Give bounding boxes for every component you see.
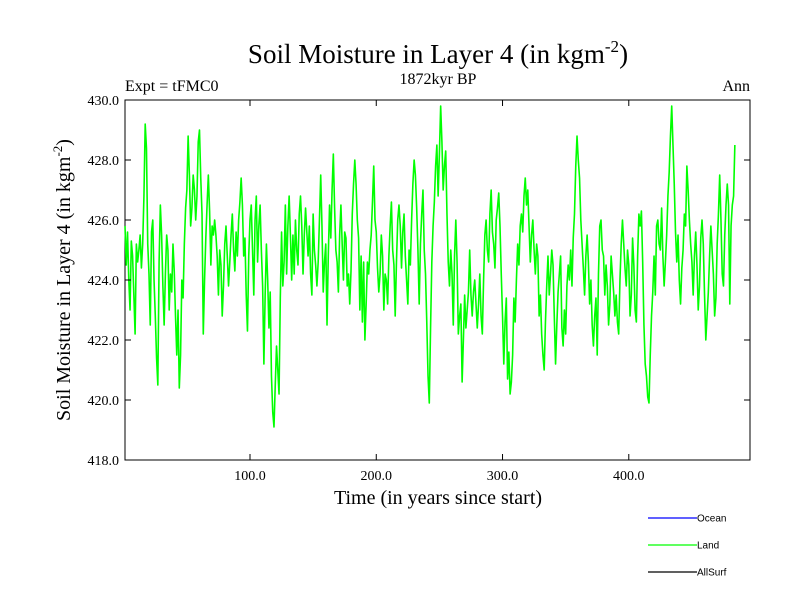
series-line-land bbox=[124, 105, 736, 428]
experiment-label: Expt = tFMC0 bbox=[125, 78, 218, 95]
y-tick-label: 428.0 bbox=[88, 154, 120, 169]
series-group bbox=[124, 105, 736, 428]
chart-title-superscript: -2 bbox=[605, 37, 619, 56]
svg-text:Soil Moisture in Layer 4 (in k: Soil Moisture in Layer 4 (in kgm-2) bbox=[248, 37, 628, 69]
x-axis-label: Time (in years since start) bbox=[334, 487, 542, 509]
legend-label-land: Land bbox=[697, 541, 719, 552]
chart-title: Soil Moisture in Layer 4 (in kgm-2) bbox=[248, 37, 628, 69]
legend-label-allsurf: AllSurf bbox=[697, 568, 727, 579]
x-tick-label: 100.0 bbox=[234, 469, 266, 484]
legend: Ocean Land AllSurf bbox=[648, 514, 727, 579]
y-axis-label: Soil Moisture in Layer 4 (in kgm-2) bbox=[50, 139, 75, 421]
chart-title-close: ) bbox=[619, 39, 628, 69]
x-tick-label: 300.0 bbox=[487, 469, 519, 484]
y-axis-label-close: ) bbox=[53, 139, 75, 146]
x-tick-label: 400.0 bbox=[613, 469, 645, 484]
y-axis-label-superscript: -2 bbox=[50, 146, 65, 157]
chart-subtitle: 1872kyr BP bbox=[400, 71, 477, 88]
chart-title-text: Soil Moisture in Layer 4 (in kgm bbox=[248, 39, 605, 69]
y-tick-label: 430.0 bbox=[88, 94, 120, 109]
season-label: Ann bbox=[722, 78, 750, 95]
y-tick-label: 422.0 bbox=[88, 334, 120, 349]
y-tick-label: 424.0 bbox=[88, 274, 120, 289]
axis-ticks: 418.0 420.0 422.0 424.0 426.0 428.0 430.0 100.0… bbox=[88, 94, 750, 484]
legend-label-ocean: Ocean bbox=[697, 514, 726, 525]
y-axis-label-text: Soil Moisture in Layer 4 (in kgm bbox=[53, 156, 75, 421]
plot-area: 418.0 420.0 422.0 424.0 426.0 428.0 430.0 100.0… bbox=[88, 94, 751, 484]
y-tick-label: 426.0 bbox=[88, 214, 120, 229]
x-tick-label: 200.0 bbox=[361, 469, 393, 484]
y-tick-label: 420.0 bbox=[88, 394, 120, 409]
y-tick-label: 418.0 bbox=[88, 454, 120, 469]
